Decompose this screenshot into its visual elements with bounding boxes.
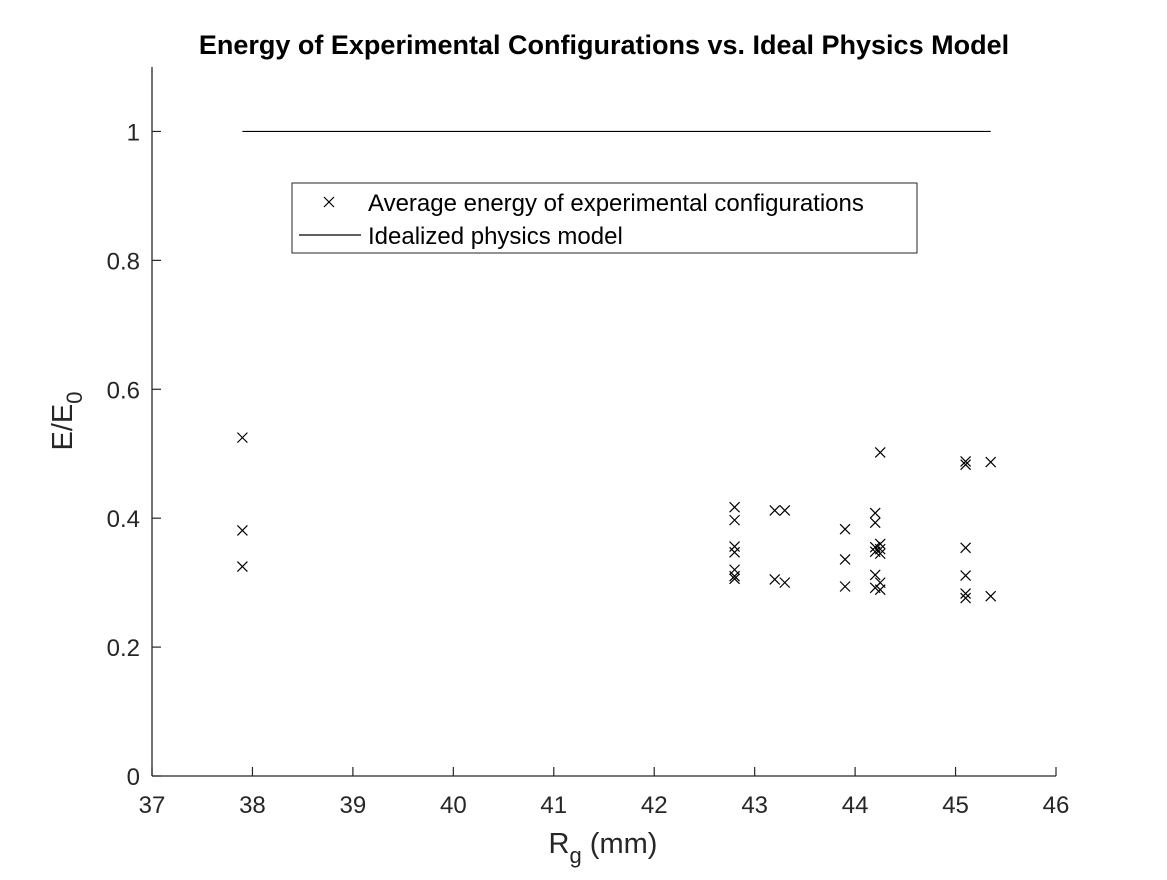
y-axis-label-main: E/E xyxy=(47,404,79,451)
data-point-x-marker xyxy=(729,541,741,552)
legend-label-experimental: Average energy of experimental configura… xyxy=(368,190,864,217)
x-axis-label-sub: g xyxy=(570,843,582,868)
data-point-x-marker xyxy=(236,525,248,536)
x-tick-label: 42 xyxy=(641,792,668,819)
data-point-x-marker xyxy=(729,514,741,526)
data-point-x-marker xyxy=(874,543,886,555)
data-point-x-marker xyxy=(960,592,972,604)
data-point-x-marker xyxy=(960,456,972,467)
data-point-x-marker xyxy=(960,588,972,600)
data-point-x-marker xyxy=(874,548,886,560)
legend: Average energy of experimental configura… xyxy=(291,182,918,254)
x-axis-label-main: R xyxy=(549,828,570,860)
x-axis-label: Rg (mm) xyxy=(549,828,658,868)
data-point-x-marker xyxy=(769,573,781,585)
y-tick-label: 0.4 xyxy=(107,506,140,533)
y-tick-label: 0.2 xyxy=(107,635,140,662)
data-point-x-marker xyxy=(869,569,881,581)
data-point-x-marker xyxy=(729,573,741,585)
plot-area: 37 38 39 40 41 42 43 44 45 46 0 0.2 0.4 0.6 0.8 1 xyxy=(107,67,1070,819)
data-point-x-marker xyxy=(960,542,972,554)
data-point-x-marker xyxy=(869,517,881,529)
data-point-x-marker xyxy=(985,590,997,602)
data-point-x-marker xyxy=(985,456,997,468)
y-tick-label: 0.8 xyxy=(107,248,140,275)
x-tick-label: 41 xyxy=(540,792,567,819)
data-point-x-marker xyxy=(729,546,741,558)
data-point-x-marker xyxy=(729,570,741,582)
x-tick-label: 37 xyxy=(139,792,166,819)
chart-title: Energy of Experimental Configurations vs… xyxy=(199,30,1009,60)
data-point-x-marker xyxy=(839,523,851,535)
data-point-x-marker xyxy=(769,505,781,516)
y-axis-label-sub: 0 xyxy=(62,392,87,404)
data-point-x-marker xyxy=(729,501,741,513)
data-point-x-marker xyxy=(869,507,881,519)
x-axis-label-suffix: (mm) xyxy=(582,828,658,860)
tick-group: 37 38 39 40 41 42 43 44 45 46 0 0.2 0.4 0.6 0.8 1 xyxy=(107,119,1070,819)
x-tick-label: 39 xyxy=(340,792,367,819)
svg-text:E/E0: E/E0 xyxy=(47,392,87,451)
data-point-x-marker xyxy=(779,505,791,516)
data-point-x-marker xyxy=(960,570,972,581)
data-point-x-marker xyxy=(236,561,248,572)
x-tick-label: 43 xyxy=(741,792,768,819)
x-tick-label: 44 xyxy=(842,792,869,819)
y-tick-label: 1 xyxy=(127,119,140,146)
data-point-x-marker xyxy=(839,554,851,565)
data-point-x-marker xyxy=(874,538,886,550)
legend-box xyxy=(291,182,918,254)
y-tick-label: 0.6 xyxy=(107,377,140,404)
data-point-x-marker xyxy=(960,459,972,471)
data-point-x-marker xyxy=(839,581,851,592)
x-tick-label: 40 xyxy=(440,792,467,819)
y-axis-label: E/E0 xyxy=(47,392,87,451)
y-tick-label: 0 xyxy=(127,764,140,791)
x-tick-label: 45 xyxy=(942,792,969,819)
legend-marker-x-icon xyxy=(323,196,335,208)
legend-label-ideal: Idealized physics model xyxy=(368,223,623,250)
data-point-x-marker xyxy=(236,432,248,444)
data-point-x-marker xyxy=(779,577,791,589)
svg-text:Rg (mm): Rg (mm) xyxy=(549,828,658,868)
experimental-series xyxy=(236,432,997,604)
data-point-x-marker xyxy=(874,584,886,596)
x-tick-label: 46 xyxy=(1043,792,1070,819)
x-tick-label: 38 xyxy=(239,792,266,819)
data-point-x-marker xyxy=(874,447,886,458)
